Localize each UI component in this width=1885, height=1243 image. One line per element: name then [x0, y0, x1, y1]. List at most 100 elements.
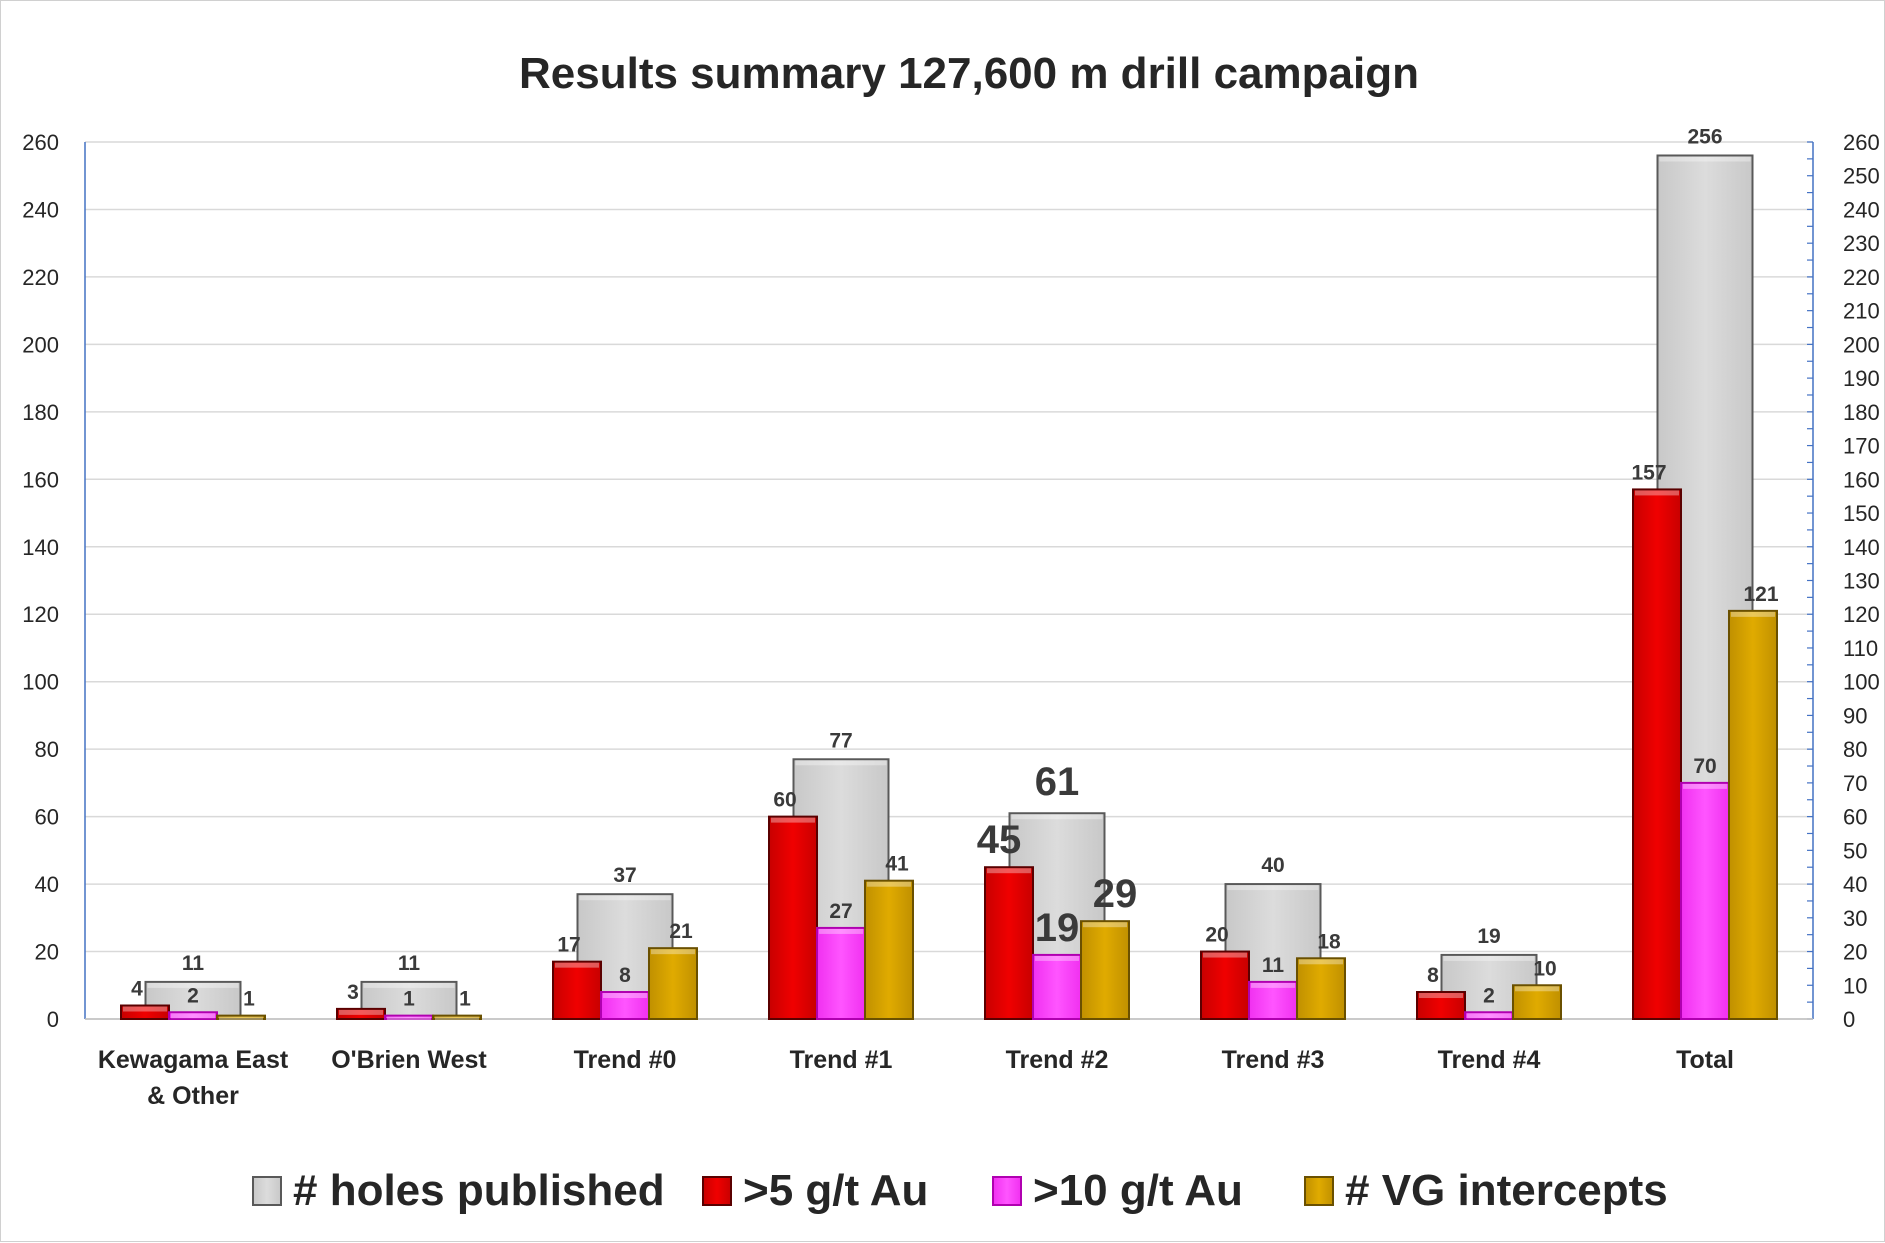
- category-label-trend-0: Trend #0: [574, 1046, 677, 1074]
- bar-highlight: [987, 868, 1031, 874]
- bar-10-g-t-au-trend-2: [1032, 953, 1082, 1021]
- y-tick-label: 160: [22, 467, 59, 492]
- category-label-kewagama-east-other: Kewagama East: [98, 1046, 289, 1074]
- data-label: 18: [1317, 930, 1341, 953]
- y-tick-label: 180: [22, 400, 59, 425]
- bar-vg-intercepts-trend-1: [864, 879, 914, 1021]
- bar-highlight: [1683, 783, 1727, 789]
- data-label: 29: [1093, 872, 1138, 916]
- y2-tick-label: 130: [1843, 569, 1880, 594]
- bar-highlight: [1011, 814, 1103, 820]
- data-label: 41: [885, 853, 909, 876]
- bar-highlight: [795, 760, 887, 766]
- bar-5-g-t-au-trend-4: [1416, 991, 1466, 1020]
- data-label: 1: [243, 988, 255, 1011]
- y-tick-label: 0: [47, 1007, 59, 1032]
- bar-vg-intercepts-total: [1728, 609, 1778, 1020]
- legend: # holes published >5 g/t Au >10 g/t Au # VG…: [252, 1166, 1668, 1215]
- bar-10-g-t-au-total: [1680, 781, 1730, 1021]
- legend-label-vg-intercepts: # VG intercepts: [1345, 1166, 1668, 1215]
- y-tick-label: 220: [22, 265, 59, 290]
- y-tick-label: 260: [22, 130, 59, 155]
- y-tick-label: 80: [35, 737, 59, 762]
- y2-tick-label: 0: [1843, 1007, 1855, 1032]
- bar-highlight: [1203, 952, 1247, 958]
- data-label: 2: [187, 984, 199, 1007]
- y-tick-label: 200: [22, 332, 59, 357]
- bar-5-g-t-au-trend-1: [768, 815, 818, 1020]
- bar-highlight: [867, 881, 911, 887]
- y-tick-label: 100: [22, 670, 59, 695]
- y2-tick-label: 30: [1843, 906, 1867, 931]
- data-label: 17: [557, 934, 580, 957]
- chart-title: Results summary 127,600 m drill campaign: [519, 49, 1419, 98]
- bars: [120, 154, 1778, 1021]
- y-tick-label: 20: [35, 940, 59, 965]
- bar-highlight: [1467, 1013, 1511, 1019]
- legend-item-holes-published[interactable]: # holes published: [252, 1166, 665, 1215]
- data-label: 10: [1533, 957, 1556, 980]
- legend-item-vg-intercepts[interactable]: # VG intercepts: [1304, 1166, 1668, 1215]
- data-label: 11: [398, 952, 421, 975]
- category-label-trend-1: Trend #1: [790, 1046, 893, 1074]
- category-label-trend-3: Trend #3: [1222, 1046, 1325, 1074]
- category-label-kewagama-east-other: & Other: [147, 1082, 239, 1110]
- data-label: 77: [829, 729, 852, 752]
- legend-item-5-g-t-au[interactable]: >5 g/t Au: [702, 1166, 928, 1215]
- y-tick-label: 60: [35, 805, 59, 830]
- legend-label-holes-published: # holes published: [293, 1166, 665, 1215]
- bar-vg-intercepts-trend-3: [1296, 957, 1346, 1020]
- y2-tick-label: 170: [1843, 434, 1880, 459]
- data-label: 70: [1693, 755, 1716, 778]
- bar-5-g-t-au-trend-3: [1200, 950, 1250, 1020]
- bar-highlight: [1659, 156, 1751, 162]
- y-tick-label: 120: [22, 602, 59, 627]
- y-tick-label: 140: [22, 535, 59, 560]
- bar-highlight: [387, 1016, 431, 1020]
- bar-vg-intercepts-trend-0: [648, 947, 698, 1021]
- bar-highlight: [1251, 982, 1295, 988]
- y2-tick-label: 140: [1843, 535, 1880, 560]
- data-label: 19: [1477, 925, 1500, 948]
- y2-tick-label: 230: [1843, 231, 1880, 256]
- legend-item-10-g-t-au[interactable]: >10 g/t Au: [992, 1166, 1243, 1215]
- data-label: 1: [403, 988, 415, 1011]
- bar-highlight: [603, 993, 647, 999]
- data-label: 45: [977, 818, 1022, 862]
- bar-5-g-t-au-trend-0: [552, 960, 602, 1021]
- y2-tick-label: 150: [1843, 501, 1880, 526]
- bar-highlight: [363, 982, 455, 988]
- legend-swatch-5-g-t-au: [702, 1176, 732, 1206]
- axes: 0204060801001201401601802002202402600102…: [22, 130, 1879, 1032]
- y2-tick-label: 260: [1843, 130, 1880, 155]
- y2-tick-label: 100: [1843, 670, 1880, 695]
- bar-5-g-t-au-o-brien-west: [336, 1007, 386, 1021]
- legend-label-5-g-t-au: >5 g/t Au: [743, 1166, 928, 1215]
- bar-highlight: [147, 982, 239, 988]
- legend-swatch-vg-intercepts: [1304, 1176, 1334, 1206]
- bar-highlight: [435, 1016, 479, 1020]
- bar-10-g-t-au-trend-0: [600, 991, 650, 1020]
- bar-highlight: [1635, 490, 1679, 496]
- y2-tick-label: 70: [1843, 771, 1867, 796]
- y2-tick-label: 240: [1843, 197, 1880, 222]
- y2-tick-label: 200: [1843, 332, 1880, 357]
- bar-5-g-t-au-total: [1632, 488, 1682, 1020]
- data-label: 121: [1743, 583, 1778, 606]
- bar-highlight: [651, 949, 695, 955]
- bar-highlight: [819, 928, 863, 934]
- y2-tick-label: 110: [1843, 636, 1878, 661]
- y2-tick-label: 20: [1843, 940, 1867, 965]
- y2-tick-label: 160: [1843, 467, 1880, 492]
- y2-tick-label: 50: [1843, 838, 1867, 863]
- bar-5-g-t-au-trend-2: [984, 866, 1034, 1021]
- bar-highlight: [1035, 955, 1079, 961]
- data-label: 60: [773, 789, 796, 812]
- data-label: 8: [619, 964, 631, 987]
- y2-tick-label: 180: [1843, 400, 1880, 425]
- data-label: 3: [347, 981, 359, 1004]
- bar-highlight: [555, 962, 599, 968]
- category-label-trend-4: Trend #4: [1438, 1046, 1541, 1074]
